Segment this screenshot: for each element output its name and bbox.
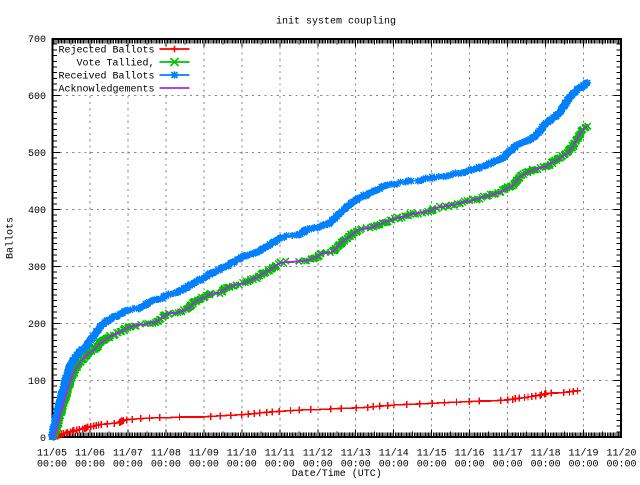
- svg-text:00:00: 00:00: [113, 460, 143, 471]
- svg-text:11/17: 11/17: [493, 448, 523, 460]
- svg-text:00:00: 00:00: [37, 460, 67, 471]
- svg-text:0: 0: [40, 434, 46, 445]
- svg-text:11/14: 11/14: [379, 448, 409, 460]
- svg-text:11/06: 11/06: [75, 448, 105, 460]
- svg-text:00:00: 00:00: [379, 460, 409, 471]
- svg-text:Rejected Ballots: Rejected Ballots: [58, 45, 154, 57]
- svg-text:11/12: 11/12: [303, 448, 333, 460]
- svg-text:Date/Time (UTC): Date/Time (UTC): [292, 468, 382, 480]
- svg-text:00:00: 00:00: [568, 460, 598, 471]
- svg-text:200: 200: [28, 320, 46, 331]
- svg-text:11/19: 11/19: [568, 448, 598, 460]
- svg-text:11/18: 11/18: [531, 448, 561, 460]
- svg-text:00:00: 00:00: [455, 460, 485, 471]
- svg-text:00:00: 00:00: [606, 460, 636, 471]
- svg-text:700: 700: [28, 35, 46, 46]
- svg-text:00:00: 00:00: [75, 460, 105, 471]
- svg-text:11/11: 11/11: [265, 448, 295, 460]
- svg-text:init system coupling: init system coupling: [276, 16, 396, 28]
- svg-text:00:00: 00:00: [341, 460, 371, 471]
- svg-text:00:00: 00:00: [417, 460, 447, 471]
- svg-text:00:00: 00:00: [265, 460, 295, 471]
- svg-text:Received Ballots: Received Ballots: [58, 71, 154, 83]
- svg-text:11/10: 11/10: [227, 448, 257, 460]
- svg-text:00:00: 00:00: [531, 460, 561, 471]
- svg-text:11/20: 11/20: [606, 448, 636, 460]
- svg-text:100: 100: [28, 377, 46, 388]
- svg-text:400: 400: [28, 206, 46, 217]
- svg-text:11/16: 11/16: [455, 448, 485, 460]
- svg-text:300: 300: [28, 263, 46, 274]
- svg-text:00:00: 00:00: [303, 460, 333, 471]
- svg-text:11/15: 11/15: [417, 448, 447, 460]
- svg-text:11/05: 11/05: [37, 448, 67, 460]
- svg-text:11/13: 11/13: [341, 448, 371, 460]
- svg-text:00:00: 00:00: [189, 460, 219, 471]
- svg-text:11/09: 11/09: [189, 448, 219, 460]
- svg-text:Vote Tallied,: Vote Tallied,: [76, 58, 154, 70]
- svg-text:Ballots: Ballots: [5, 217, 17, 259]
- svg-text:11/07: 11/07: [113, 448, 143, 460]
- svg-text:11/08: 11/08: [151, 448, 181, 460]
- svg-text:00:00: 00:00: [493, 460, 523, 471]
- svg-text:00:00: 00:00: [227, 460, 257, 471]
- svg-text:600: 600: [28, 92, 46, 103]
- svg-text:500: 500: [28, 149, 46, 160]
- svg-text:Acknowledgements: Acknowledgements: [58, 84, 154, 96]
- svg-text:00:00: 00:00: [151, 460, 181, 471]
